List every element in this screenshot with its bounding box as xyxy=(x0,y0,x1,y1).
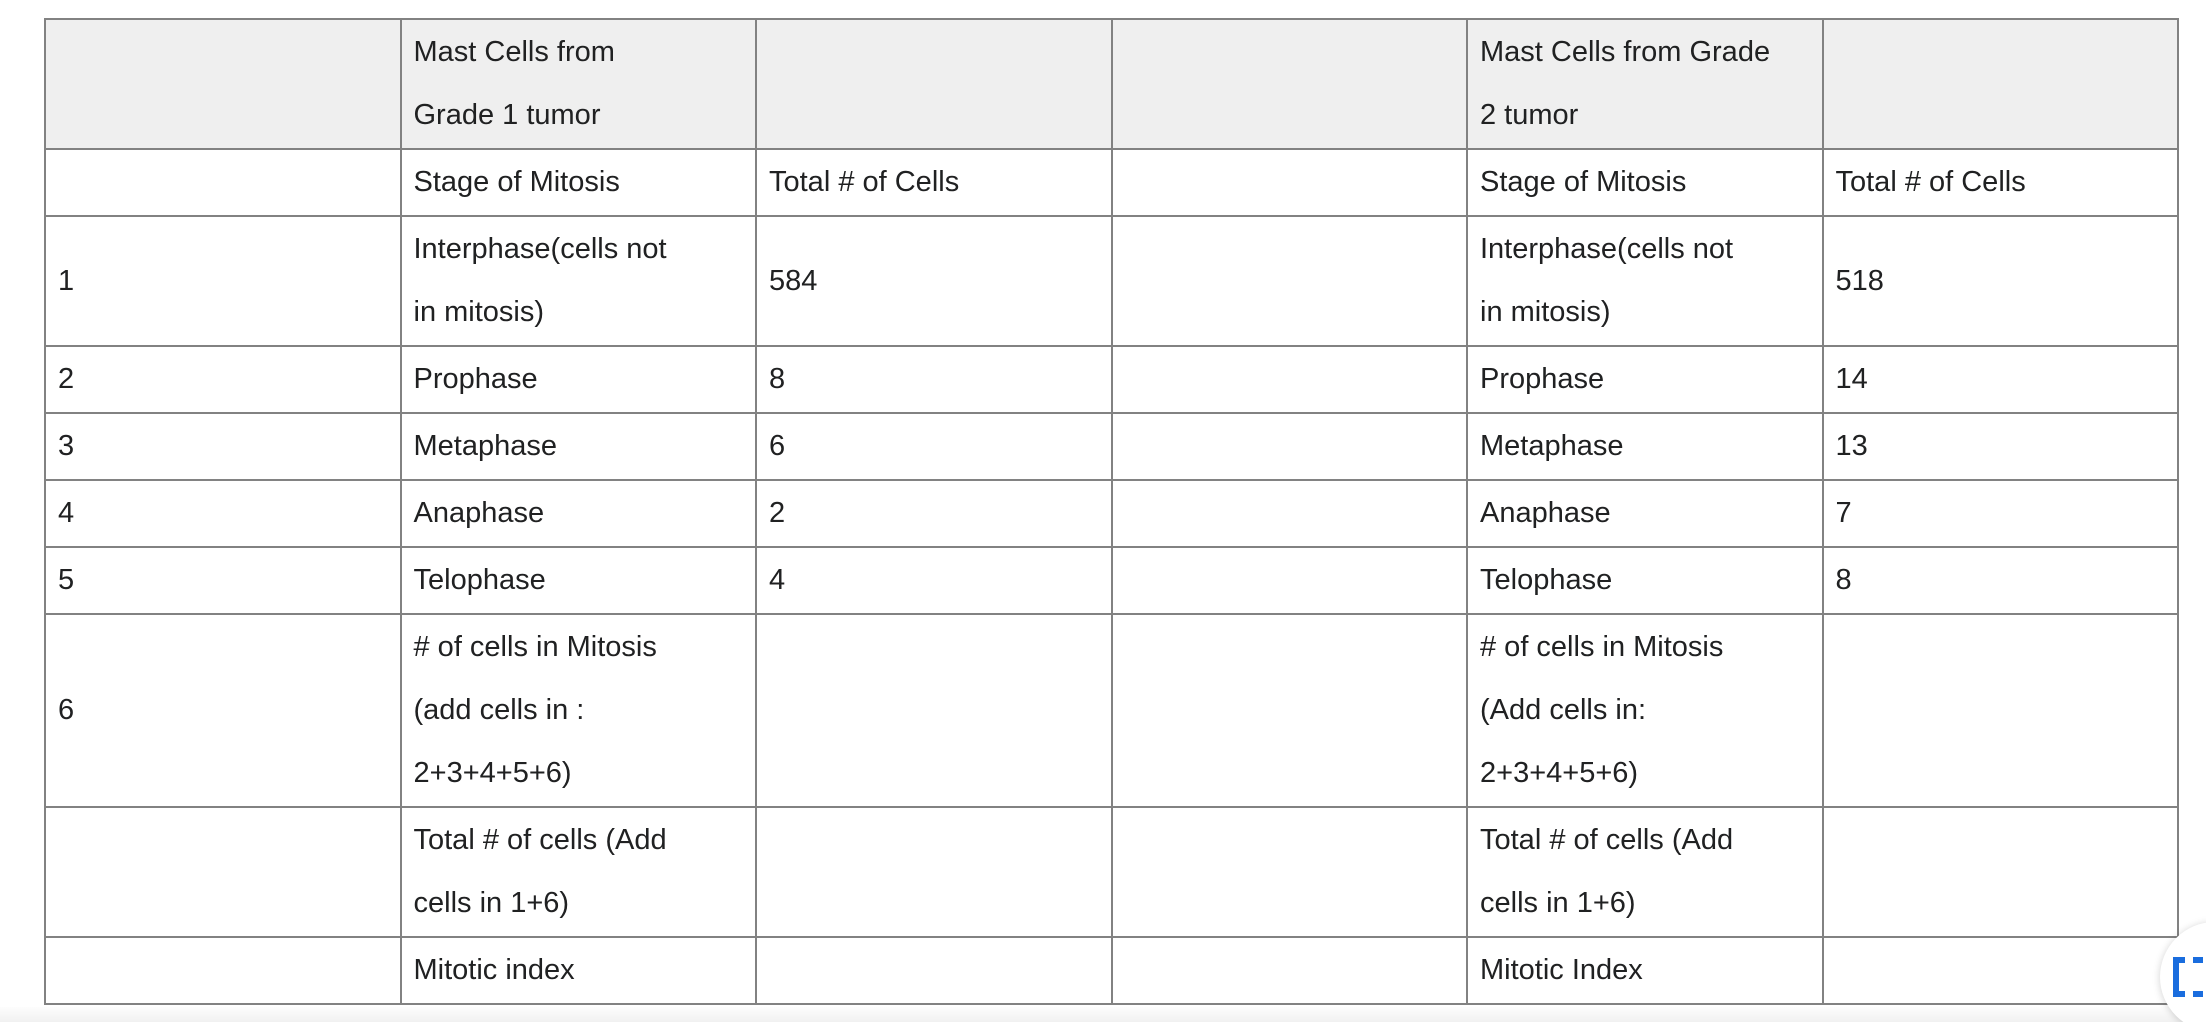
select-area-icon xyxy=(2173,957,2203,997)
spacer-cell xyxy=(1110,936,1468,1005)
total-cells-label-g2: Total # of cells (Add cells in 1+6) xyxy=(1466,806,1824,938)
stage-cell-g1-telophase: Telophase xyxy=(399,546,757,615)
table-row: 1 Interphase(cells not in mitosis) 584 I… xyxy=(44,215,2179,347)
stage-cell-g1-prophase: Prophase xyxy=(399,345,757,414)
count-cell-g1-prophase: 8 xyxy=(755,345,1113,414)
spacer-cell xyxy=(1110,18,1468,150)
stage-cell-g2-interphase: Interphase(cells not in mitosis) xyxy=(1466,215,1824,347)
cells-in-mitosis-label-g2: # of cells in Mitosis (Add cells in: 2+3… xyxy=(1466,613,1824,808)
table-row: Total # of cells (Add cells in 1+6) Tota… xyxy=(44,806,2179,938)
cells-in-mitosis-label-g1: # of cells in Mitosis (add cells in : 2+… xyxy=(399,613,757,808)
table-row: 5 Telophase 4 Telophase 8 xyxy=(44,546,2179,615)
table-row: 3 Metaphase 6 Metaphase 13 xyxy=(44,412,2179,481)
total-cells-value-g1 xyxy=(755,806,1113,938)
count-cell-g2-anaphase: 7 xyxy=(1821,479,2179,548)
stage-header-g1: Stage of Mitosis xyxy=(399,148,757,217)
spacer-cell xyxy=(1110,806,1468,938)
table-row: 2 Prophase 8 Prophase 14 xyxy=(44,345,2179,414)
table-row: Stage of Mitosis Total # of Cells Stage … xyxy=(44,148,2179,217)
empty-cell xyxy=(1821,18,2179,150)
spacer-cell xyxy=(1110,412,1468,481)
cells-in-mitosis-value-g1 xyxy=(755,613,1113,808)
count-cell-g2-interphase: 518 xyxy=(1821,215,2179,347)
count-cell-g2-prophase: 14 xyxy=(1821,345,2179,414)
row-number-cell: 5 xyxy=(44,546,402,615)
stage-cell-g2-metaphase: Metaphase xyxy=(1466,412,1824,481)
mitotic-index-value-g1 xyxy=(755,936,1113,1005)
count-cell-g1-interphase: 584 xyxy=(755,215,1113,347)
mitotic-index-label-g1: Mitotic index xyxy=(399,936,757,1005)
total-cells-header-g1: Total # of Cells xyxy=(755,148,1113,217)
table-row: 4 Anaphase 2 Anaphase 7 xyxy=(44,479,2179,548)
table-row: Mast Cells from Grade 1 tumor Mast Cells… xyxy=(44,18,2179,150)
row-number-cell xyxy=(44,806,402,938)
row-number-cell xyxy=(44,936,402,1005)
spacer-cell xyxy=(1110,215,1468,347)
row-number-cell: 6 xyxy=(44,613,402,808)
spacer-cell xyxy=(1110,546,1468,615)
stage-cell-g1-interphase: Interphase(cells not in mitosis) xyxy=(399,215,757,347)
grade2-title-cell: Mast Cells from Grade 2 tumor xyxy=(1466,18,1824,150)
count-cell-g1-telophase: 4 xyxy=(755,546,1113,615)
count-cell-g2-telophase: 8 xyxy=(1821,546,2179,615)
stage-cell-g2-prophase: Prophase xyxy=(1466,345,1824,414)
mitotic-index-value-g2 xyxy=(1821,936,2179,1005)
spacer-cell xyxy=(1110,148,1468,217)
total-cells-value-g2 xyxy=(1821,806,2179,938)
grade1-title-cell: Mast Cells from Grade 1 tumor xyxy=(399,18,757,150)
stage-header-g2: Stage of Mitosis xyxy=(1466,148,1824,217)
stage-cell-g2-telophase: Telophase xyxy=(1466,546,1824,615)
spacer-cell xyxy=(1110,345,1468,414)
spacer-cell xyxy=(1110,613,1468,808)
count-cell-g1-metaphase: 6 xyxy=(755,412,1113,481)
table-row: 6 # of cells in Mitosis (add cells in : … xyxy=(44,613,2179,808)
mitosis-data-table: Mast Cells from Grade 1 tumor Mast Cells… xyxy=(44,18,2179,1005)
total-cells-header-g2: Total # of Cells xyxy=(1821,148,2179,217)
row-number-cell: 2 xyxy=(44,345,402,414)
row-number-cell: 3 xyxy=(44,412,402,481)
mitotic-index-label-g2: Mitotic Index xyxy=(1466,936,1824,1005)
stage-cell-g2-anaphase: Anaphase xyxy=(1466,479,1824,548)
count-cell-g1-anaphase: 2 xyxy=(755,479,1113,548)
count-cell-g2-metaphase: 13 xyxy=(1821,412,2179,481)
row-number-cell: 4 xyxy=(44,479,402,548)
row-number-cell xyxy=(44,148,402,217)
cells-in-mitosis-value-g2 xyxy=(1821,613,2179,808)
stage-cell-g1-metaphase: Metaphase xyxy=(399,412,757,481)
table-row: Mitotic index Mitotic Index xyxy=(44,936,2179,1005)
corner-cell xyxy=(44,18,402,150)
page-bottom-strip xyxy=(0,1007,2206,1022)
stage-cell-g1-anaphase: Anaphase xyxy=(399,479,757,548)
total-cells-label-g1: Total # of cells (Add cells in 1+6) xyxy=(399,806,757,938)
spacer-cell xyxy=(1110,479,1468,548)
empty-cell xyxy=(755,18,1113,150)
row-number-cell: 1 xyxy=(44,215,402,347)
